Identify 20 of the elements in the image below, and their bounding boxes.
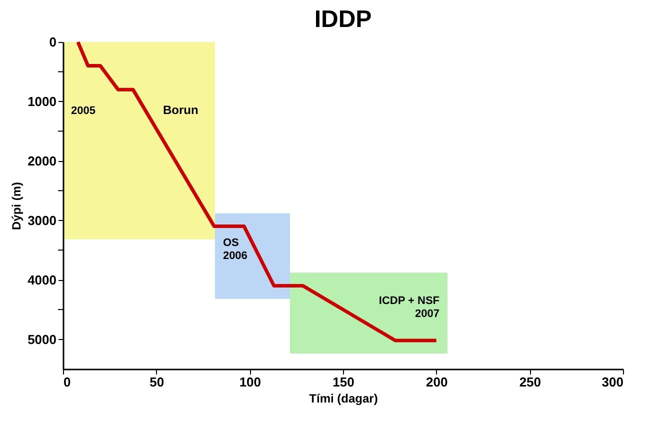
y-tick-label: 0 — [49, 34, 56, 50]
chart-title: IDDP — [314, 6, 372, 33]
x-tick-label: 300 — [602, 374, 624, 390]
x-tick-label: 100 — [239, 374, 262, 390]
band-label: ICDP + NSF 2007 — [378, 294, 440, 320]
band-label: OS 2006 — [222, 237, 248, 262]
x-tick-label: 250 — [519, 374, 542, 390]
x-tick-label: 200 — [426, 374, 448, 390]
y-tick-label: 1000 — [28, 94, 56, 109]
band-label: 2005 — [71, 105, 96, 118]
y-tick-label: 5000 — [28, 332, 56, 347]
x-tick-label: 150 — [332, 374, 354, 390]
x-axis-title: Tími (dagar) — [309, 392, 378, 406]
annotation: Borun — [163, 103, 198, 117]
y-tick-label: 4000 — [28, 272, 56, 288]
x-tick-label: 0 — [64, 374, 71, 390]
x-tick-label: 50 — [150, 374, 164, 390]
y-tick-label: 3000 — [28, 212, 56, 228]
y-axis-title: Dýpi (m) — [10, 182, 24, 230]
y-tick-label: 2000 — [28, 153, 56, 168]
